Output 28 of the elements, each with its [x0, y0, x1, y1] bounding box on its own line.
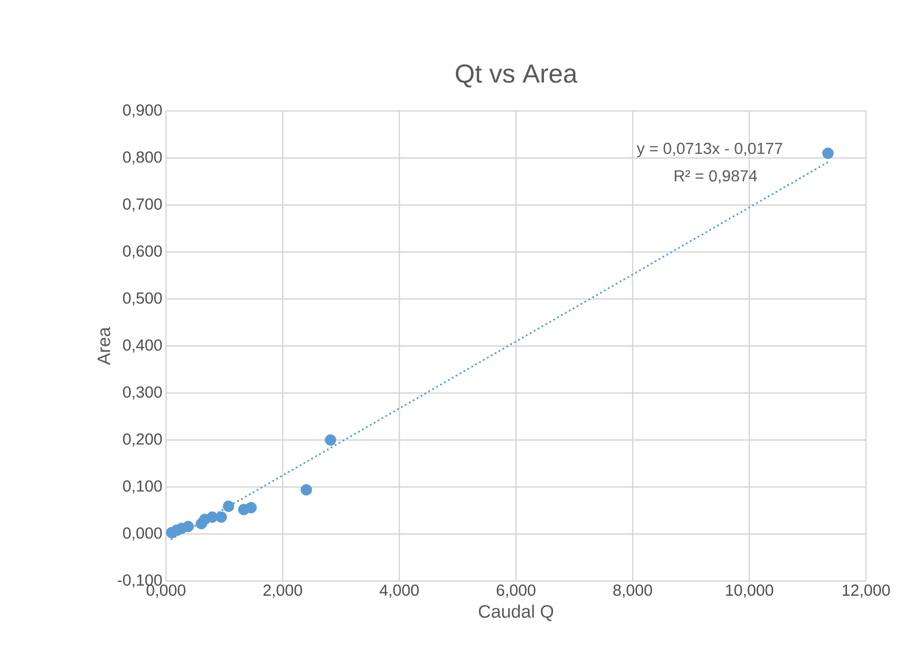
x-tick-label: 10,000 — [726, 584, 774, 598]
point — [222, 500, 234, 512]
point — [216, 511, 227, 523]
y-tick-label: 0,900 — [123, 104, 162, 118]
x-tick-label: 8,000 — [613, 584, 652, 598]
x-tick-label: 12,000 — [842, 584, 890, 598]
y-tick-label: 0,700 — [123, 198, 162, 212]
annotation: R² = 0,9874 — [674, 170, 758, 184]
y-tick-label: 0,200 — [123, 433, 162, 447]
x-tick-label: 4,000 — [380, 584, 419, 598]
x-axis-title: Caudal Q — [478, 604, 554, 622]
point — [324, 434, 336, 446]
chart-title: Qt vs Area — [456, 64, 578, 88]
y-tick-label: 0,300 — [123, 386, 162, 400]
y-tick-label: 0,400 — [123, 339, 162, 353]
y-tick-label: 0,100 — [123, 480, 162, 494]
y-tick-label: 0,800 — [123, 151, 162, 165]
y-tick-label: 0,600 — [123, 245, 162, 259]
y-tick-label: 0,500 — [123, 292, 162, 306]
x-tick-label: 6,000 — [496, 584, 536, 598]
y-tick-label: 0,000 — [123, 527, 162, 541]
point — [300, 484, 312, 496]
point — [245, 502, 257, 514]
x-tick-label: 2,000 — [263, 584, 302, 598]
point — [182, 520, 194, 532]
y-axis-title: Area — [98, 326, 110, 365]
point — [822, 148, 834, 159]
annotation: y = 0,0713x - 0,0177 — [636, 142, 782, 158]
